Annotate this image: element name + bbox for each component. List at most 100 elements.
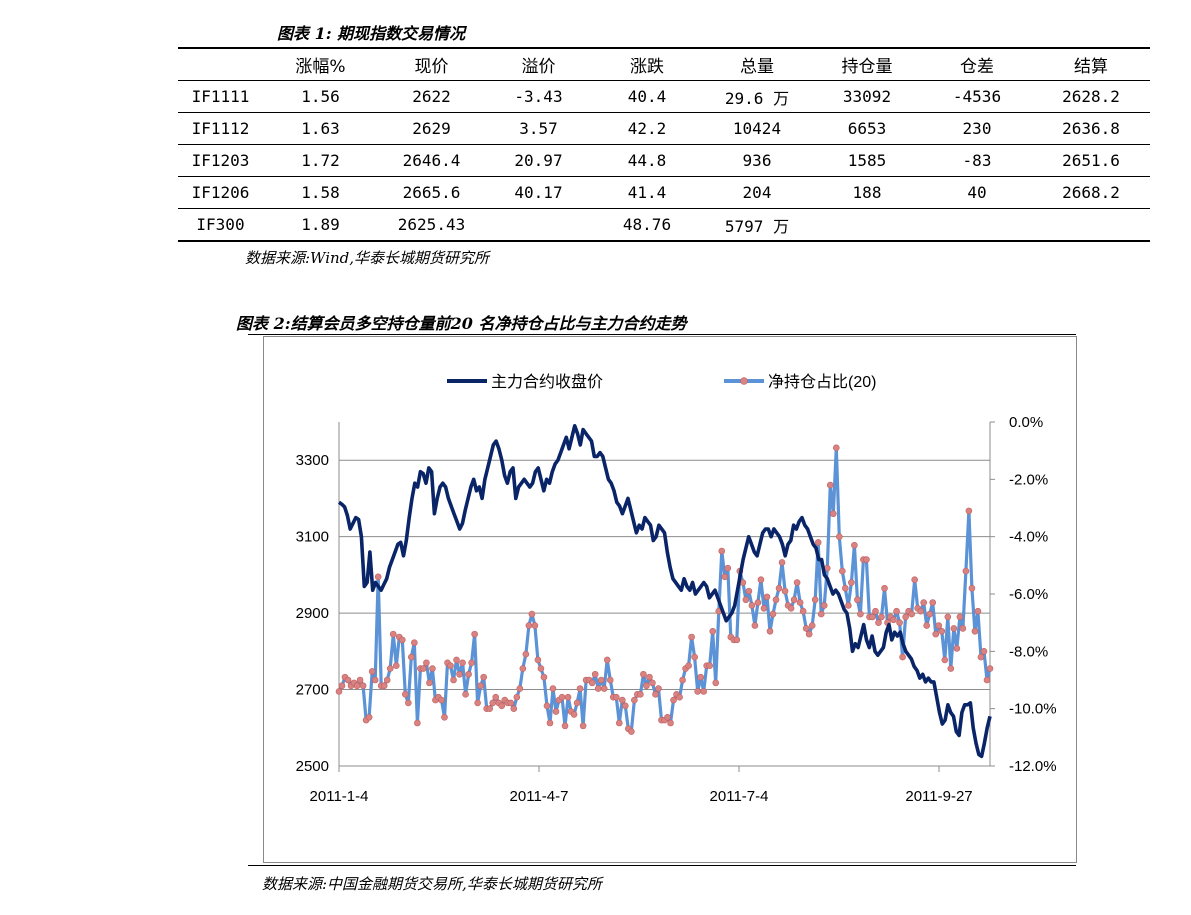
table-cell: IF1203 bbox=[178, 144, 263, 177]
net-position-ratio-point bbox=[516, 685, 524, 692]
net-position-ratio-point bbox=[902, 613, 909, 621]
net-position-ratio-point bbox=[881, 584, 888, 592]
net-position-ratio-point bbox=[929, 599, 937, 606]
net-position-ratio-point bbox=[522, 650, 530, 658]
net-position-ratio-point bbox=[947, 665, 955, 672]
chart-bottom-rule bbox=[248, 865, 1076, 866]
net-position-ratio-point bbox=[814, 539, 822, 546]
table-cell: 2625.43 bbox=[378, 208, 485, 242]
net-position-ratio-point bbox=[426, 679, 433, 687]
col-header-settlement: 结算 bbox=[1032, 47, 1150, 81]
net-position-ratio-point bbox=[513, 693, 521, 701]
net-position-ratio-point bbox=[941, 656, 949, 664]
net-position-ratio-point bbox=[826, 481, 834, 489]
col-header-price: 现价 bbox=[378, 47, 485, 81]
net-position-ratio-point bbox=[667, 719, 674, 727]
net-position-ratio-point bbox=[938, 627, 946, 635]
col-header-contract bbox=[178, 47, 263, 81]
net-position-ratio-point bbox=[649, 679, 656, 687]
table-cell: 2636.8 bbox=[1032, 112, 1150, 145]
net-position-ratio-point bbox=[980, 648, 988, 655]
net-position-ratio-point bbox=[923, 622, 931, 629]
net-position-ratio-point bbox=[480, 673, 487, 681]
net-position-ratio-point bbox=[670, 696, 677, 704]
table-cell: 188 bbox=[812, 176, 922, 209]
legend-label-main-contract: 主力合约收盘价 bbox=[491, 372, 603, 391]
col-header-oi-change: 仓差 bbox=[922, 47, 1032, 81]
net-position-ratio-point bbox=[414, 719, 421, 727]
chart-frame bbox=[263, 336, 1077, 863]
net-position-ratio-point bbox=[459, 659, 466, 667]
net-position-ratio-point bbox=[380, 682, 388, 690]
net-position-ratio-point bbox=[697, 673, 704, 681]
net-position-ratio-point bbox=[615, 719, 623, 727]
net-position-ratio-point bbox=[688, 633, 695, 641]
net-position-ratio-point bbox=[456, 670, 463, 678]
net-position-ratio-point bbox=[802, 625, 810, 632]
net-position-ratio-point bbox=[374, 573, 382, 581]
chart-caption: 图表 2:结算会员多空持仓量前20 名净持仓占比与主力合约走势 bbox=[236, 314, 687, 333]
net-position-ratio-point bbox=[926, 610, 934, 618]
net-position-ratio-point bbox=[775, 584, 783, 592]
net-position-ratio-point bbox=[368, 668, 376, 675]
net-position-ratio-point bbox=[441, 713, 448, 721]
net-position-ratio-point bbox=[790, 596, 798, 604]
net-position-ratio-point bbox=[977, 653, 985, 661]
net-position-ratio-point bbox=[950, 625, 958, 632]
net-position-ratio-point bbox=[733, 636, 741, 644]
net-position-ratio-point bbox=[420, 665, 427, 672]
net-position-ratio-point bbox=[335, 688, 343, 695]
net-position-ratio-point bbox=[721, 573, 729, 581]
net-position-ratio-point bbox=[685, 662, 692, 669]
x-tick-label: 2011-4-7 bbox=[510, 788, 569, 805]
table-row: IF1206 1.58 2665.6 40.17 41.4 204 188 40 2668.2 bbox=[178, 176, 1150, 209]
net-position-ratio-point bbox=[519, 665, 527, 672]
net-position-ratio-point bbox=[646, 673, 653, 681]
table-cell: 2628.2 bbox=[1032, 80, 1150, 113]
table-cell: 2622 bbox=[378, 80, 485, 113]
net-position-ratio-point bbox=[829, 510, 837, 518]
net-position-ratio-point bbox=[540, 673, 548, 681]
table-cell bbox=[812, 208, 922, 242]
table-cell: 1.63 bbox=[263, 112, 378, 145]
table-cell: -83 bbox=[922, 144, 1032, 177]
table-cell: 2668.2 bbox=[1032, 176, 1150, 209]
net-position-ratio-point bbox=[757, 576, 765, 583]
table-cell: 2646.4 bbox=[378, 144, 485, 177]
table-cell: -3.43 bbox=[485, 80, 592, 113]
net-position-ratio-point bbox=[694, 688, 701, 695]
net-position-ratio-point bbox=[878, 613, 885, 621]
table-cell: 48.76 bbox=[592, 208, 702, 242]
col-header-open-interest: 持仓量 bbox=[812, 47, 922, 81]
net-position-ratio-point bbox=[498, 702, 506, 710]
net-position-ratio-point bbox=[748, 602, 756, 609]
table-cell bbox=[485, 208, 592, 242]
net-position-ratio-point bbox=[383, 676, 391, 684]
net-position-ratio-point bbox=[863, 556, 870, 563]
net-position-ratio-point bbox=[423, 659, 430, 667]
net-position-ratio-point bbox=[769, 610, 777, 618]
net-position-ratio-point bbox=[371, 676, 379, 684]
table-row: IF300 1.89 2625.43 48.76 5797 万 bbox=[178, 208, 1150, 242]
table-cell: 1.89 bbox=[263, 208, 378, 242]
table-cell: 230 bbox=[922, 112, 1032, 145]
table-cell: 40 bbox=[922, 176, 1032, 209]
y-left-tick-label: 3300 bbox=[296, 452, 329, 469]
net-position-ratio-point bbox=[851, 541, 858, 549]
net-position-ratio-point bbox=[911, 576, 918, 583]
net-position-ratio-point bbox=[953, 645, 961, 652]
net-position-ratio-point bbox=[968, 584, 976, 592]
chart-top-rule bbox=[248, 334, 1076, 335]
net-position-ratio-point bbox=[664, 713, 671, 721]
net-position-ratio-point bbox=[796, 599, 804, 606]
net-position-ratio-point bbox=[546, 719, 554, 727]
net-position-ratio-point bbox=[543, 702, 551, 710]
net-position-ratio-point bbox=[935, 622, 943, 629]
table-cell: 41.4 bbox=[592, 176, 702, 209]
y-left-tick-label: 2500 bbox=[296, 758, 329, 775]
net-position-ratio-point bbox=[959, 625, 967, 632]
net-position-ratio-point bbox=[450, 676, 457, 684]
net-position-ratio-point bbox=[808, 622, 816, 629]
y-right-tick-label: -6.0% bbox=[1009, 586, 1048, 603]
net-position-ratio-point bbox=[597, 676, 605, 684]
